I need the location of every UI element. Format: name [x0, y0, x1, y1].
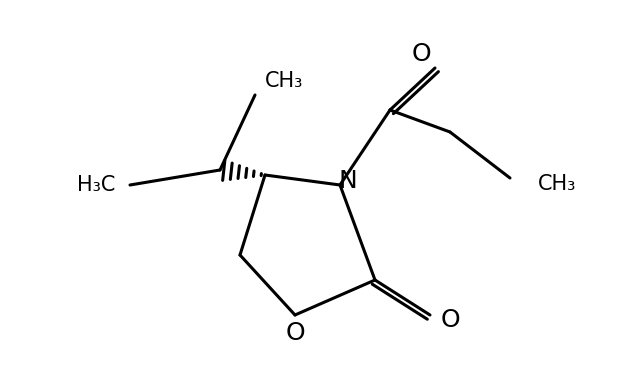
Text: O: O: [440, 308, 460, 332]
Text: O: O: [411, 42, 431, 66]
Text: CH₃: CH₃: [538, 174, 577, 194]
Text: H₃C: H₃C: [77, 175, 115, 195]
Text: N: N: [339, 169, 357, 193]
Text: O: O: [285, 321, 305, 345]
Text: CH₃: CH₃: [265, 71, 303, 91]
